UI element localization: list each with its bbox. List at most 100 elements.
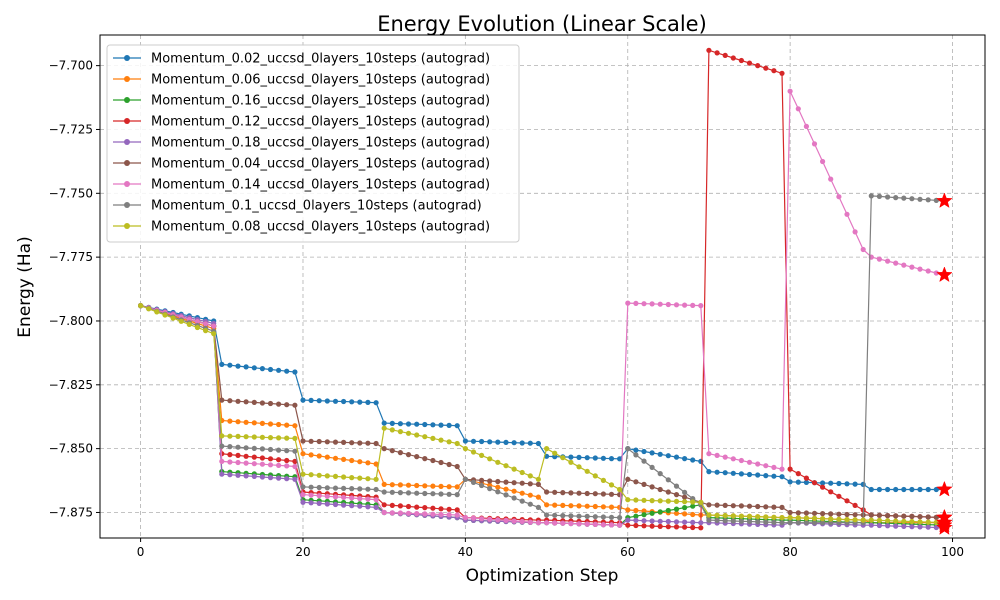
data-point: [576, 490, 582, 496]
x-tick-label: 100: [941, 545, 964, 559]
data-point: [292, 369, 298, 375]
data-point: [925, 524, 931, 530]
data-point: [820, 510, 826, 517]
data-point: [909, 518, 915, 525]
legend: Momentum_0.02_uccsd_0layers_10steps (aut…: [106, 44, 520, 243]
data-point: [779, 466, 785, 472]
legend-entry: Momentum_0.04_uccsd_0layers_10steps (aut…: [113, 157, 490, 172]
data-point: [397, 450, 403, 456]
data-point: [901, 486, 907, 493]
data-point: [746, 60, 753, 66]
data-point: [714, 512, 720, 518]
x-axis-label: Optimization Step: [466, 566, 619, 586]
data-point: [901, 262, 907, 268]
data-point: [876, 486, 883, 493]
data-point: [738, 513, 745, 519]
data-point: [389, 502, 395, 508]
data-point: [730, 518, 736, 524]
data-point: [763, 65, 769, 71]
data-point: [495, 484, 501, 490]
data-point: [925, 486, 931, 493]
data-point: [771, 68, 777, 74]
data-point: [308, 492, 314, 498]
data-point: [673, 510, 680, 516]
data-point: [544, 446, 550, 452]
data-point: [730, 55, 736, 61]
data-point: [625, 300, 631, 306]
data-point: [682, 489, 688, 495]
data-point: [811, 515, 818, 522]
data-point: [738, 503, 745, 509]
data-point: [755, 472, 761, 478]
data-point: [649, 523, 655, 529]
y-tick-label: −7.875: [49, 505, 93, 519]
data-point: [373, 461, 379, 467]
data-point: [706, 517, 712, 523]
data-point: [219, 443, 225, 449]
data-point: [787, 509, 793, 516]
data-point: [267, 456, 274, 462]
data-point: [820, 484, 826, 490]
data-point: [698, 499, 704, 505]
data-point: [243, 364, 249, 370]
data-point: [706, 469, 712, 475]
data-point: [893, 518, 899, 524]
data-point: [349, 440, 355, 446]
data-point: [316, 438, 322, 445]
data-point: [803, 515, 810, 521]
data-point: [332, 473, 339, 479]
data-point: [284, 368, 290, 374]
data-point: [820, 480, 826, 486]
data-point: [438, 511, 444, 518]
data-point: [219, 458, 225, 464]
data-point: [276, 421, 282, 428]
data-point: [316, 484, 322, 491]
data-point: [925, 197, 931, 203]
data-point: [438, 483, 444, 489]
data-point: [657, 518, 663, 524]
data-point: [267, 366, 274, 373]
data-point: [746, 503, 753, 509]
data-point: [422, 456, 428, 462]
data-point: [673, 506, 680, 512]
data-point: [422, 434, 428, 440]
data-point: [332, 494, 339, 500]
data-point: [276, 401, 282, 407]
legend-swatch-marker: [124, 118, 130, 124]
data-point: [682, 499, 688, 505]
data-point: [641, 481, 647, 487]
data-point: [641, 301, 647, 307]
data-point: [584, 468, 590, 474]
data-point: [495, 517, 501, 523]
data-point: [430, 435, 436, 441]
data-point: [795, 106, 801, 112]
data-point: [633, 517, 639, 524]
data-point: [568, 459, 574, 465]
data-point: [868, 522, 874, 528]
data-point: [316, 398, 322, 404]
data-point: [722, 518, 728, 524]
data-point: [649, 510, 655, 516]
data-point: [308, 484, 314, 490]
series-line: [140, 49, 945, 529]
y-tick-label: −7.750: [49, 186, 93, 200]
data-point: [405, 421, 412, 427]
data-point: [868, 517, 874, 523]
data-point: [535, 481, 542, 487]
data-point: [454, 512, 460, 518]
y-tick-label: −7.850: [49, 442, 93, 456]
data-point: [722, 454, 728, 460]
data-point: [909, 486, 915, 493]
data-point: [568, 503, 574, 509]
data-point: [389, 420, 395, 426]
data-point: [446, 512, 452, 518]
data-point: [584, 513, 590, 520]
data-point: [917, 524, 923, 530]
data-point: [568, 520, 574, 527]
data-point: [844, 211, 850, 217]
data-point: [600, 477, 607, 483]
data-point: [763, 473, 769, 479]
data-point: [349, 503, 355, 509]
data-point: [608, 522, 615, 528]
data-point: [690, 499, 696, 505]
